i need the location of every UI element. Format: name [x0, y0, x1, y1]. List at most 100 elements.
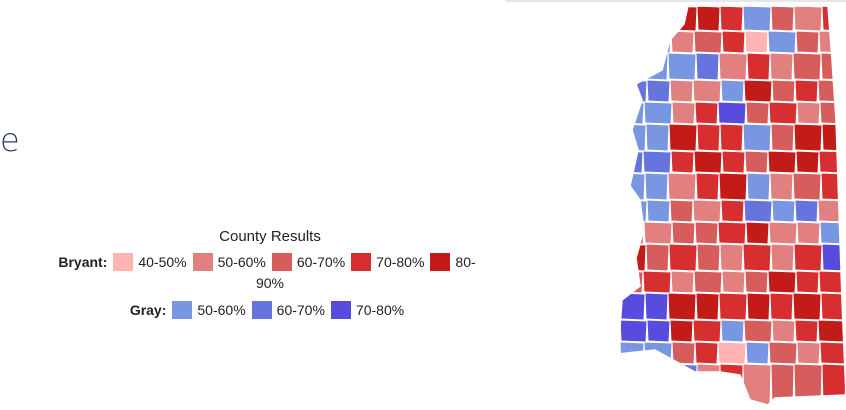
county-shape	[720, 79, 745, 103]
county-shape	[696, 123, 721, 152]
county-shape	[796, 341, 821, 365]
top-divider	[505, 0, 846, 2]
legend-row-gray: Gray: 50-60% 60-70% 70-80%	[0, 301, 540, 319]
county-shape	[693, 30, 723, 54]
legend-swatch	[251, 301, 272, 319]
county-shape	[817, 79, 846, 103]
county-shape	[718, 292, 748, 321]
county-shape	[719, 6, 744, 32]
county-shape	[746, 292, 771, 321]
county-shape	[795, 30, 820, 54]
county-shape	[770, 6, 795, 32]
county-shape	[619, 79, 648, 103]
county-shape	[793, 243, 823, 272]
legend-item: 70-80%	[330, 301, 405, 319]
county-shape	[771, 79, 796, 103]
county-shape	[670, 30, 695, 54]
county-shape	[742, 123, 772, 152]
county-shape	[745, 101, 770, 125]
county-shape	[793, 363, 823, 405]
county-shape	[769, 292, 794, 321]
county-shape	[744, 270, 769, 294]
county-shape	[771, 319, 796, 343]
county-shape	[645, 243, 670, 272]
county-shape	[692, 319, 722, 343]
county-shape	[821, 243, 846, 272]
county-shape	[646, 79, 671, 103]
legend-item-label: 60-70%	[296, 254, 346, 270]
county-shape	[743, 319, 773, 343]
county-shape	[694, 341, 719, 365]
county-shape	[819, 341, 846, 365]
county-shape	[769, 52, 794, 81]
county-shape	[792, 52, 822, 81]
county-shape	[719, 123, 744, 152]
county-shape	[794, 199, 819, 223]
legend-swatch	[192, 253, 213, 271]
county-shape	[670, 150, 695, 174]
county-shape	[817, 319, 846, 343]
legend-item: 50-60%	[192, 253, 266, 271]
county-shape	[642, 270, 672, 294]
county-shape	[619, 52, 646, 81]
county-shape	[669, 199, 694, 223]
county-shape	[820, 172, 846, 201]
county-shape	[668, 6, 698, 32]
county-shape	[794, 79, 819, 103]
county-shape	[643, 221, 673, 245]
county-shape	[793, 6, 823, 32]
county-shape	[768, 101, 798, 125]
county-shape	[718, 172, 748, 201]
county-shape	[645, 123, 670, 152]
county-shape	[793, 123, 823, 152]
legend-item-label: 50-60%	[197, 302, 246, 318]
county-shape	[769, 172, 794, 201]
legend-item: 50-60%	[172, 301, 246, 319]
legend-item-label: 60-70%	[276, 302, 325, 318]
county-shape	[720, 319, 745, 343]
county-shape	[670, 270, 695, 294]
county-shape	[645, 363, 670, 405]
county-shape	[695, 292, 720, 321]
county-shape	[719, 243, 744, 272]
county-shape	[695, 52, 720, 81]
legend-item-label: 70-80%	[355, 302, 405, 318]
county-shape	[692, 79, 722, 103]
county-shape	[693, 150, 723, 174]
county-shape	[692, 199, 722, 223]
county-shape	[796, 101, 821, 125]
county-shape	[717, 221, 747, 245]
county-shape	[744, 30, 769, 54]
county-shape	[768, 221, 798, 245]
county-shape	[743, 199, 773, 223]
legend-item: 70-80%	[351, 253, 424, 271]
legend-row-bryant: Bryant: 40-50% 50-60% 60-70% 70-80% 80-	[0, 253, 540, 271]
county-shape	[643, 341, 673, 365]
county-shape	[671, 101, 696, 125]
legend-swatch	[172, 301, 193, 319]
county-shape	[667, 292, 697, 321]
county-shape	[668, 243, 698, 272]
county-shape	[619, 319, 648, 343]
county-shape	[668, 123, 698, 152]
legend-item: 80-	[430, 253, 476, 271]
county-shape	[667, 52, 697, 81]
county-shape	[696, 243, 721, 272]
county-shape	[693, 270, 723, 294]
legend-item: 60-70%	[271, 253, 346, 271]
legend-item-label: 40-50%	[138, 254, 187, 270]
county-shape	[821, 123, 846, 152]
county-shape	[669, 79, 694, 103]
county-shape	[767, 150, 797, 174]
legend-swatch	[330, 301, 351, 319]
county-shape	[819, 221, 846, 245]
county-shape	[671, 341, 696, 365]
county-shape	[768, 341, 798, 365]
county-shape	[744, 150, 769, 174]
county-shape	[719, 363, 744, 405]
county-shape	[646, 319, 671, 343]
county-shape	[642, 150, 672, 174]
county-shape	[770, 123, 795, 152]
legend-item-label: 50-60%	[217, 254, 266, 270]
county-shape	[743, 79, 773, 103]
